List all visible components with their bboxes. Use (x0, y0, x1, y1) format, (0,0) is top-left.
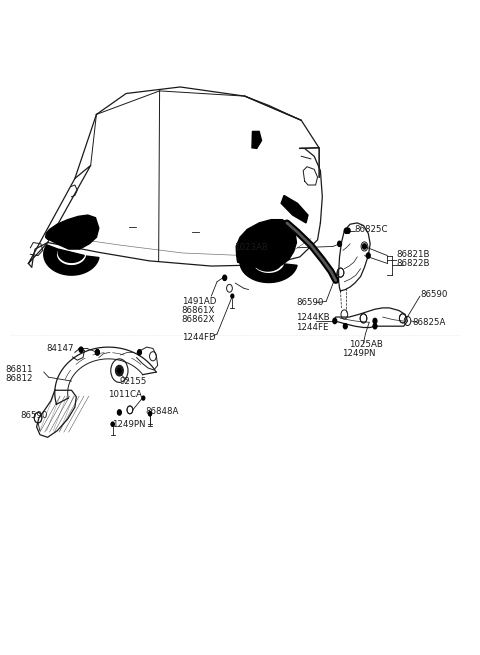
Text: 86825C: 86825C (355, 225, 388, 234)
Circle shape (149, 412, 152, 416)
Circle shape (362, 244, 366, 249)
Text: 1023AB: 1023AB (234, 243, 268, 252)
Text: 1249PN: 1249PN (342, 349, 376, 358)
Text: 84147: 84147 (46, 344, 73, 353)
Polygon shape (240, 253, 297, 282)
Text: 1244KB: 1244KB (297, 313, 330, 322)
Circle shape (344, 228, 348, 233)
Polygon shape (44, 245, 99, 275)
Text: 86811: 86811 (5, 365, 33, 374)
Text: 1011CA: 1011CA (108, 390, 142, 400)
Circle shape (346, 228, 350, 233)
Text: 86862X: 86862X (181, 315, 215, 324)
Circle shape (116, 365, 123, 376)
Polygon shape (46, 215, 99, 249)
Circle shape (337, 241, 341, 246)
Circle shape (96, 350, 99, 355)
Circle shape (343, 324, 347, 329)
Text: 86822B: 86822B (396, 259, 430, 268)
Text: 1244FE: 1244FE (297, 323, 329, 332)
Circle shape (142, 396, 145, 400)
Circle shape (149, 412, 152, 416)
Circle shape (96, 350, 99, 355)
Polygon shape (252, 132, 262, 149)
Text: 86825A: 86825A (412, 318, 445, 327)
Circle shape (223, 275, 227, 280)
Circle shape (111, 422, 114, 426)
Text: 86848A: 86848A (145, 407, 179, 416)
Polygon shape (58, 249, 84, 263)
Circle shape (231, 294, 234, 298)
Circle shape (333, 318, 336, 324)
Text: 86821B: 86821B (396, 250, 430, 259)
Text: 1244FD: 1244FD (181, 333, 215, 342)
Circle shape (373, 324, 377, 329)
Circle shape (366, 253, 370, 258)
Circle shape (118, 369, 121, 373)
Polygon shape (281, 195, 308, 223)
Text: 86861X: 86861X (181, 306, 215, 315)
Circle shape (79, 347, 83, 352)
Circle shape (138, 350, 142, 355)
Text: 1249PN: 1249PN (112, 420, 145, 429)
Circle shape (111, 422, 114, 426)
Polygon shape (236, 219, 297, 268)
Text: 1491AD: 1491AD (181, 297, 216, 306)
Text: 86590: 86590 (297, 298, 324, 307)
Text: 86590: 86590 (420, 290, 447, 299)
Polygon shape (253, 257, 281, 271)
Text: 92155: 92155 (120, 377, 147, 386)
Circle shape (373, 318, 377, 324)
Text: 1025AB: 1025AB (349, 340, 383, 349)
Text: 86812: 86812 (5, 374, 33, 383)
Text: 86590: 86590 (21, 411, 48, 421)
Circle shape (118, 410, 121, 415)
